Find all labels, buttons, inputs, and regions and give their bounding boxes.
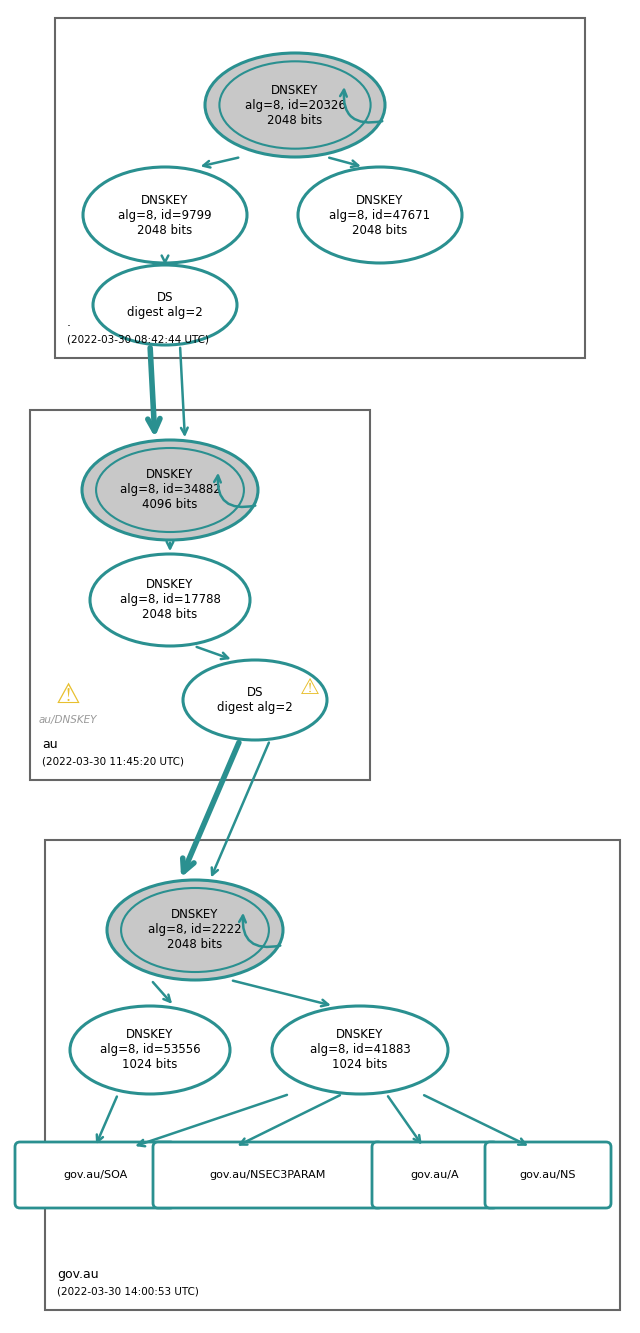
Text: DNSKEY
alg=8, id=9799
2048 bits: DNSKEY alg=8, id=9799 2048 bits [118, 193, 212, 236]
Ellipse shape [90, 555, 250, 647]
Text: (2022-03-30 08:42:44 UTC): (2022-03-30 08:42:44 UTC) [67, 335, 209, 344]
Text: ⚠: ⚠ [300, 678, 320, 698]
Text: (2022-03-30 11:45:20 UTC): (2022-03-30 11:45:20 UTC) [42, 756, 184, 766]
Ellipse shape [183, 660, 327, 740]
Ellipse shape [82, 440, 258, 540]
Text: gov.au/NS: gov.au/NS [520, 1170, 576, 1180]
Text: gov.au: gov.au [57, 1268, 99, 1281]
Text: DNSKEY
alg=8, id=17788
2048 bits: DNSKEY alg=8, id=17788 2048 bits [120, 579, 220, 621]
FancyBboxPatch shape [45, 840, 620, 1310]
FancyBboxPatch shape [55, 19, 585, 359]
Ellipse shape [93, 265, 237, 345]
Text: ⚠: ⚠ [56, 681, 81, 709]
FancyBboxPatch shape [15, 1142, 175, 1208]
Text: DNSKEY
alg=8, id=41883
1024 bits: DNSKEY alg=8, id=41883 1024 bits [310, 1029, 410, 1072]
Ellipse shape [298, 167, 462, 263]
Text: gov.au/SOA: gov.au/SOA [63, 1170, 127, 1180]
Text: DNSKEY
alg=8, id=20326
2048 bits: DNSKEY alg=8, id=20326 2048 bits [244, 84, 346, 127]
Ellipse shape [107, 880, 283, 980]
FancyBboxPatch shape [153, 1142, 383, 1208]
FancyBboxPatch shape [485, 1142, 611, 1208]
Text: au: au [42, 738, 58, 750]
Text: .: . [67, 316, 71, 329]
Ellipse shape [272, 1006, 448, 1094]
Ellipse shape [83, 167, 247, 263]
Text: gov.au/A: gov.au/A [411, 1170, 460, 1180]
Text: DNSKEY
alg=8, id=2222
2048 bits: DNSKEY alg=8, id=2222 2048 bits [148, 909, 242, 952]
Text: (2022-03-30 14:00:53 UTC): (2022-03-30 14:00:53 UTC) [57, 1286, 199, 1296]
Text: gov.au/NSEC3PARAM: gov.au/NSEC3PARAM [210, 1170, 326, 1180]
Text: DS
digest alg=2: DS digest alg=2 [127, 291, 203, 319]
FancyBboxPatch shape [372, 1142, 498, 1208]
Ellipse shape [70, 1006, 230, 1094]
Text: au/DNSKEY: au/DNSKEY [39, 714, 97, 725]
Ellipse shape [205, 53, 385, 157]
Text: DNSKEY
alg=8, id=47671
2048 bits: DNSKEY alg=8, id=47671 2048 bits [330, 193, 431, 236]
Text: DNSKEY
alg=8, id=53556
1024 bits: DNSKEY alg=8, id=53556 1024 bits [100, 1029, 200, 1072]
Text: DS
digest alg=2: DS digest alg=2 [217, 686, 293, 714]
Text: DNSKEY
alg=8, id=34882
4096 bits: DNSKEY alg=8, id=34882 4096 bits [120, 468, 220, 512]
FancyBboxPatch shape [30, 411, 370, 780]
